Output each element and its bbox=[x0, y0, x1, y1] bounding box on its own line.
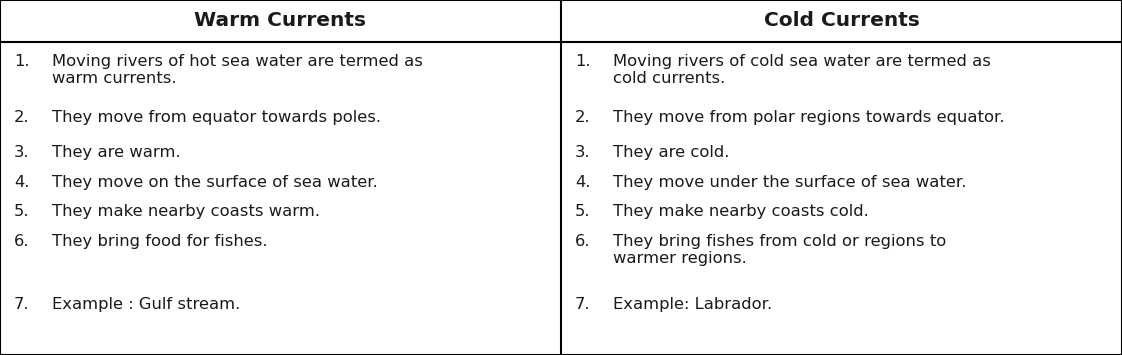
Text: 6.: 6. bbox=[13, 234, 29, 249]
Text: 2.: 2. bbox=[13, 110, 29, 125]
Text: They are cold.: They are cold. bbox=[613, 145, 729, 160]
Text: 7.: 7. bbox=[13, 297, 29, 312]
Text: They are warm.: They are warm. bbox=[52, 145, 181, 160]
Text: They make nearby coasts warm.: They make nearby coasts warm. bbox=[52, 204, 320, 219]
Text: They make nearby coasts cold.: They make nearby coasts cold. bbox=[613, 204, 868, 219]
Text: 2.: 2. bbox=[574, 110, 590, 125]
Text: They bring food for fishes.: They bring food for fishes. bbox=[52, 234, 267, 249]
Text: Cold Currents: Cold Currents bbox=[764, 11, 919, 31]
Text: 5.: 5. bbox=[13, 204, 29, 219]
Text: 1.: 1. bbox=[574, 54, 590, 69]
Text: 4.: 4. bbox=[13, 175, 29, 190]
Text: 4.: 4. bbox=[574, 175, 590, 190]
Text: 3.: 3. bbox=[13, 145, 29, 160]
Text: They bring fishes from cold or regions to
warmer regions.: They bring fishes from cold or regions t… bbox=[613, 234, 946, 266]
Text: They move from equator towards poles.: They move from equator towards poles. bbox=[52, 110, 381, 125]
Text: Moving rivers of cold sea water are termed as
cold currents.: Moving rivers of cold sea water are term… bbox=[613, 54, 991, 86]
Text: 3.: 3. bbox=[574, 145, 590, 160]
Text: 6.: 6. bbox=[574, 234, 590, 249]
Text: 5.: 5. bbox=[574, 204, 590, 219]
Text: Moving rivers of hot sea water are termed as
warm currents.: Moving rivers of hot sea water are terme… bbox=[52, 54, 423, 86]
Text: Example : Gulf stream.: Example : Gulf stream. bbox=[52, 297, 240, 312]
Text: Warm Currents: Warm Currents bbox=[194, 11, 367, 31]
Text: 7.: 7. bbox=[574, 297, 590, 312]
Text: Example: Labrador.: Example: Labrador. bbox=[613, 297, 772, 312]
Text: They move from polar regions towards equator.: They move from polar regions towards equ… bbox=[613, 110, 1004, 125]
Text: They move under the surface of sea water.: They move under the surface of sea water… bbox=[613, 175, 966, 190]
Text: 1.: 1. bbox=[13, 54, 29, 69]
Text: They move on the surface of sea water.: They move on the surface of sea water. bbox=[52, 175, 378, 190]
